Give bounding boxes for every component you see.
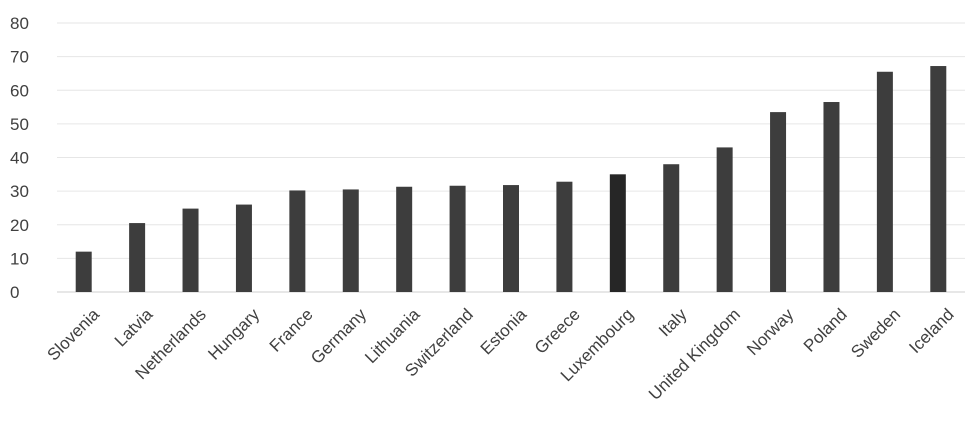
- x-tick-label: Norway: [743, 305, 798, 360]
- y-tick-label: 50: [10, 115, 29, 134]
- x-tick-label: United Kingdom: [645, 305, 744, 404]
- y-tick-label: 80: [10, 14, 29, 33]
- bar-italy: [663, 164, 680, 292]
- bar-hungary: [235, 204, 252, 292]
- bar-latvia: [129, 223, 146, 292]
- bar-iceland: [930, 66, 947, 292]
- bar-france: [289, 190, 306, 292]
- y-axis-ticks: 0 10 20 30 40 50 60 70 80: [10, 14, 29, 302]
- bar-united-kingdom: [716, 147, 733, 292]
- x-tick-label: Latvia: [111, 305, 157, 351]
- y-tick-label: 10: [10, 249, 29, 268]
- bar-sweden: [876, 71, 893, 292]
- gridlines: [57, 22, 965, 293]
- bar-lithuania: [396, 186, 413, 292]
- y-tick-label: 70: [10, 48, 29, 67]
- x-tick-label: Slovenia: [43, 304, 103, 364]
- bar-norway: [770, 112, 787, 292]
- x-tick-label: Hungary: [204, 305, 263, 364]
- y-tick-label: 0: [10, 283, 19, 302]
- y-tick-label: 40: [10, 149, 29, 168]
- bar-greece: [556, 181, 573, 292]
- x-tick-label: Sweden: [847, 305, 904, 362]
- bar-switzerland: [449, 185, 466, 292]
- x-tick-label: Iceland: [905, 305, 957, 357]
- x-tick-label: Estonia: [477, 304, 531, 358]
- y-tick-label: 60: [10, 81, 29, 100]
- bar-luxembourg: [609, 174, 626, 292]
- x-tick-label: Italy: [655, 305, 691, 341]
- y-tick-label: 30: [10, 182, 29, 201]
- bar-slovenia: [75, 251, 92, 292]
- x-tick-label: Germany: [307, 305, 370, 368]
- x-tick-label: France: [266, 305, 317, 356]
- x-tick-label: Greece: [531, 305, 584, 358]
- y-tick-label: 20: [10, 216, 29, 235]
- x-tick-label: Poland: [800, 305, 851, 356]
- bars: [75, 66, 947, 292]
- bar-netherlands: [182, 208, 199, 292]
- bar-estonia: [503, 185, 519, 292]
- bar-germany: [342, 189, 359, 292]
- bar-poland: [823, 102, 840, 292]
